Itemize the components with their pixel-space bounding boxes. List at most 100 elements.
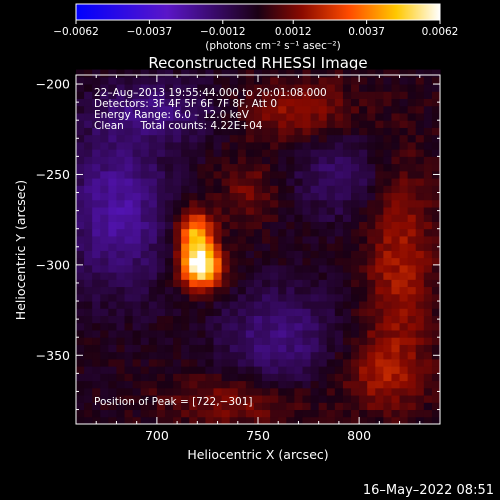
image-pixel	[132, 373, 142, 382]
image-pixel	[375, 380, 384, 389]
image-pixel	[423, 329, 433, 338]
image-pixel	[92, 416, 101, 425]
image-pixel	[253, 315, 263, 324]
image-pixel	[294, 373, 303, 382]
image-pixel	[367, 134, 376, 143]
image-pixel	[310, 409, 320, 418]
image-pixel	[92, 120, 101, 128]
image-pixel	[399, 84, 409, 92]
image-pixel	[415, 207, 425, 215]
image-pixel	[375, 416, 384, 425]
image-pixel	[156, 366, 166, 374]
image-pixel	[334, 105, 344, 114]
image-pixel	[367, 141, 376, 150]
image-pixel	[431, 149, 441, 157]
image-pixel	[375, 221, 384, 230]
image-pixel	[124, 178, 134, 186]
image-pixel	[375, 192, 384, 201]
image-pixel	[164, 185, 174, 194]
image-pixel	[359, 358, 368, 367]
image-pixel	[189, 272, 198, 280]
image-pixel	[294, 286, 303, 295]
image-pixel	[278, 308, 287, 316]
image-pixel	[310, 105, 320, 114]
image-pixel	[415, 416, 425, 425]
image-pixel	[140, 337, 150, 345]
image-pixel	[140, 329, 150, 338]
footer-timestamp: 16–May–2022 08:51	[362, 483, 494, 498]
image-pixel	[253, 366, 263, 374]
image-pixel	[423, 416, 433, 425]
image-pixel	[359, 380, 368, 389]
x-axis-label: Heliocentric X (arcsec)	[187, 447, 328, 462]
image-pixel	[351, 308, 360, 316]
image-pixel	[213, 366, 223, 374]
x-tick-label: 750	[246, 428, 270, 443]
image-pixel	[294, 322, 303, 331]
image-pixel	[294, 257, 303, 266]
image-pixel	[205, 329, 215, 338]
image-pixel	[286, 214, 295, 222]
image-pixel	[92, 329, 101, 338]
image-pixel	[116, 170, 126, 179]
image-pixel	[286, 387, 295, 396]
image-pixel	[375, 329, 384, 338]
image-pixel	[245, 192, 255, 201]
image-pixel	[270, 185, 279, 194]
image-pixel	[270, 84, 279, 92]
image-pixel	[270, 329, 279, 338]
image-pixel	[302, 214, 312, 222]
image-pixel	[342, 228, 352, 237]
image-pixel	[140, 279, 150, 288]
image-pixel	[124, 402, 134, 411]
image-pixel	[84, 329, 93, 338]
image-pixel	[76, 358, 85, 367]
image-pixel	[270, 141, 279, 150]
image-pixel	[181, 120, 190, 128]
image-pixel	[245, 105, 255, 114]
image-pixel	[245, 149, 255, 157]
image-pixel	[173, 134, 182, 143]
image-pixel	[431, 279, 441, 288]
image-pixel	[156, 308, 166, 316]
image-pixel	[197, 322, 206, 331]
image-pixel	[391, 344, 401, 353]
image-pixel	[310, 163, 320, 172]
image-pixel	[213, 199, 223, 208]
image-pixel	[197, 69, 206, 78]
image-pixel	[197, 416, 206, 425]
image-pixel	[415, 134, 425, 143]
image-pixel	[124, 380, 134, 389]
image-pixel	[391, 235, 401, 244]
image-pixel	[318, 120, 328, 128]
image-pixel	[92, 279, 101, 288]
image-pixel	[262, 98, 271, 107]
image-pixel	[205, 286, 215, 295]
image-pixel	[173, 416, 182, 425]
image-pixel	[399, 380, 409, 389]
image-pixel	[140, 264, 150, 273]
image-pixel	[407, 141, 417, 150]
image-pixel	[164, 163, 174, 172]
image-pixel	[431, 228, 441, 237]
image-pixel	[431, 301, 441, 309]
image-pixel	[423, 264, 433, 273]
annotation-detectors: Detectors: 3F 4F 5F 6F 7F 8F, Att 0	[94, 98, 278, 110]
image-pixel	[245, 69, 255, 78]
image-pixel	[221, 402, 231, 411]
image-pixel	[181, 134, 190, 143]
annotation-energy: Energy Range: 6.0 – 12.0 keV	[94, 109, 249, 121]
image-pixel	[407, 156, 417, 165]
image-pixel	[286, 235, 295, 244]
image-pixel	[391, 163, 401, 172]
image-pixel	[262, 358, 271, 367]
image-pixel	[359, 308, 368, 316]
image-pixel	[294, 235, 303, 244]
image-pixel	[286, 337, 295, 345]
image-pixel	[334, 322, 344, 331]
image-pixel	[245, 409, 255, 418]
image-pixel	[415, 84, 425, 92]
y-tick-label: −300	[36, 257, 70, 272]
image-pixel	[391, 76, 401, 85]
image-pixel	[399, 170, 409, 179]
